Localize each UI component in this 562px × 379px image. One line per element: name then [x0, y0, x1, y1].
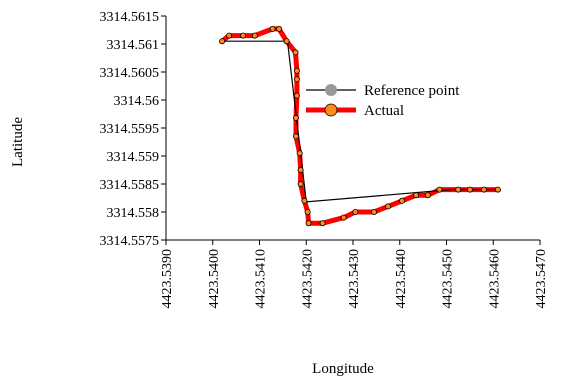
x-ticks: 4423.5390 4423.5400 4423.5410 4423.5420 4423…	[160, 240, 549, 309]
actual-point	[240, 32, 247, 39]
actual-point	[480, 186, 487, 193]
x-tick-label: 4423.5460	[487, 249, 502, 309]
reference-series-line	[222, 40, 498, 203]
actual-point	[297, 180, 304, 187]
x-tick-label: 4423.5420	[300, 249, 315, 309]
actual-point	[385, 203, 392, 210]
axes	[165, 16, 540, 241]
y-axis-title: Latitude	[10, 117, 26, 167]
actual-point	[293, 76, 300, 83]
actual-point	[293, 67, 300, 74]
actual-point	[305, 220, 312, 227]
actual-point	[283, 38, 290, 45]
actual-point	[297, 166, 304, 173]
legend-reference-label: Reference point	[364, 83, 460, 99]
actual-point	[455, 186, 462, 193]
x-tick-label: 4423.5390	[160, 249, 175, 309]
legend: Reference point Actual	[306, 83, 460, 119]
x-tick-label: 4423.5400	[207, 249, 222, 309]
actual-point	[436, 186, 443, 193]
x-tick-label: 4423.5410	[254, 249, 269, 309]
y-tick-label: 3314.561	[107, 38, 160, 53]
legend-actual-label: Actual	[364, 103, 404, 119]
actual-point	[293, 92, 300, 99]
actual-point	[226, 32, 233, 39]
actual-series-line	[219, 26, 501, 226]
legend-actual-marker	[324, 103, 338, 117]
actual-point	[413, 192, 420, 199]
y-tick-label: 3314.5605	[100, 66, 160, 81]
actual-point	[466, 186, 473, 193]
actual-point	[301, 197, 308, 204]
y-ticks: 3314.5575 3314.558 3314.5585 3314.559 3314.5…	[100, 10, 166, 249]
actual-point	[340, 214, 347, 221]
legend-reference-marker	[325, 84, 337, 96]
y-tick-label: 3314.5585	[100, 178, 160, 193]
y-tick-label: 3314.558	[107, 206, 160, 221]
x-tick-label: 4423.5430	[347, 249, 362, 309]
x-axis-title: Longitude	[312, 361, 374, 377]
actual-point	[494, 186, 501, 193]
actual-point	[352, 208, 359, 215]
x-tick-label: 4423.5450	[441, 249, 456, 309]
actual-point	[292, 114, 299, 121]
actual-point	[399, 197, 406, 204]
actual-point	[371, 208, 378, 215]
actual-point	[219, 38, 226, 45]
actual-point	[269, 25, 276, 32]
x-tick-label: 4423.5470	[534, 249, 549, 309]
actual-point	[424, 192, 431, 199]
actual-point	[296, 150, 303, 157]
y-tick-label: 3314.5615	[100, 10, 160, 25]
actual-point	[319, 220, 326, 227]
actual-point	[276, 25, 283, 32]
series-layer	[219, 25, 501, 227]
y-tick-label: 3314.5595	[100, 122, 160, 137]
y-tick-label: 3314.559	[107, 150, 160, 165]
x-tick-label: 4423.5440	[394, 249, 409, 309]
y-tick-label: 3314.5575	[100, 234, 160, 249]
actual-point	[304, 208, 311, 215]
y-tick-label: 3314.56	[114, 94, 160, 109]
actual-point	[292, 49, 299, 56]
actual-point	[251, 32, 258, 39]
actual-point	[292, 133, 299, 140]
